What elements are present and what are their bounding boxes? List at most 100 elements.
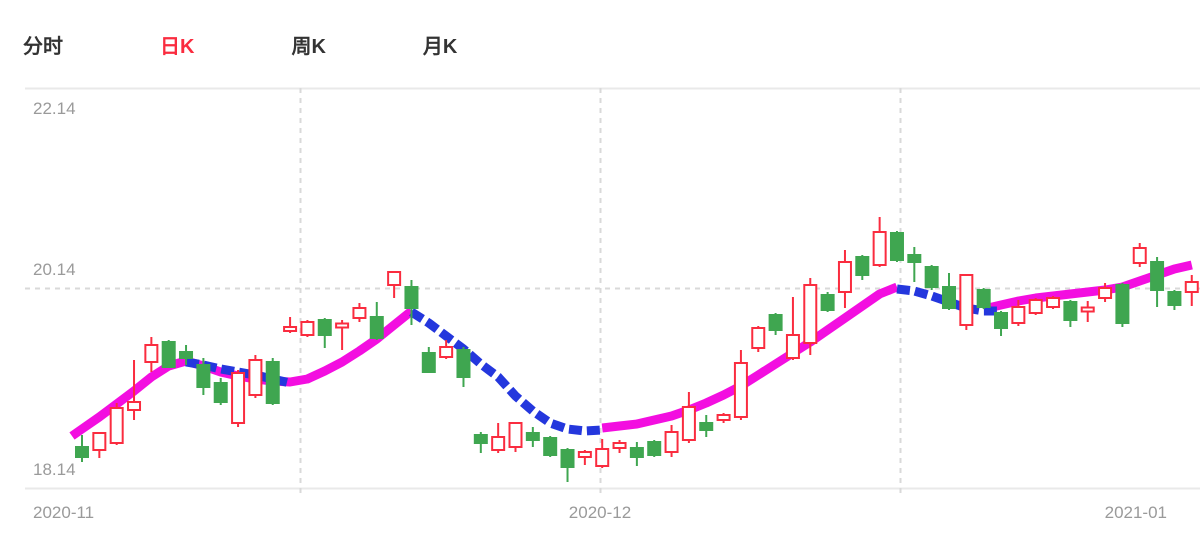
candle-up (109, 403, 124, 445)
candle-down (820, 292, 835, 312)
candle-up (1098, 283, 1113, 302)
candle-body (456, 349, 471, 378)
candle-up (959, 274, 974, 330)
candle-body (300, 321, 315, 336)
y-axis-labels: 22.14 20.14 18.14 (33, 99, 76, 479)
candle-up (508, 422, 523, 452)
candle-down (179, 345, 194, 365)
period-tabs: 分时 日K 周K 月K (23, 30, 457, 59)
candle-body (785, 334, 800, 359)
candle-down (369, 302, 384, 340)
y-axis-tick-label: 20.14 (33, 260, 76, 279)
candle-up (1046, 296, 1061, 309)
candle-down (976, 288, 991, 309)
y-axis-tick-label: 18.14 (33, 460, 76, 479)
candle-body (283, 326, 298, 332)
candle-down (404, 280, 419, 325)
tab-weekly-k[interactable]: 周K (291, 36, 326, 58)
candle-up (577, 450, 592, 465)
candle-down (647, 440, 662, 457)
candle-body (924, 266, 939, 288)
ma-slow-blue-segment (409, 308, 603, 436)
candle-body (595, 448, 610, 467)
candle-down (421, 347, 436, 373)
candle-body (196, 364, 211, 388)
candle-body (1115, 284, 1130, 324)
candle-body (144, 344, 159, 363)
candle-body (942, 286, 956, 309)
candle-down (994, 311, 1009, 336)
candle-down (629, 442, 644, 466)
candle-body (837, 261, 852, 293)
candle-up (733, 350, 748, 420)
candle-body (179, 351, 194, 359)
candle-body (75, 446, 89, 458)
candle-body (751, 327, 766, 349)
candle-up (335, 320, 350, 350)
candle-body (994, 312, 1009, 329)
x-axis-date-label: 2020-12 (569, 503, 631, 522)
candle-body (387, 271, 402, 286)
candle-up (803, 278, 818, 355)
candle-up (595, 439, 610, 468)
candle-up (300, 320, 315, 337)
candle-body (1046, 297, 1061, 308)
candle-up (612, 440, 627, 453)
candle-down (265, 358, 280, 405)
candle-down (560, 448, 575, 482)
candle-up (439, 340, 454, 359)
candle-body (629, 447, 644, 458)
candle-down (213, 378, 228, 405)
candle-body (473, 434, 488, 444)
candle-body (560, 449, 575, 468)
candle-body (491, 436, 506, 451)
candle-body (525, 432, 540, 441)
candle-up (872, 217, 887, 267)
candle-body (889, 232, 904, 261)
candle-body (664, 431, 679, 453)
candle-body (647, 441, 662, 456)
candle-body (248, 359, 263, 396)
candle-body (1167, 291, 1182, 306)
candles (75, 217, 1199, 482)
chart-grid (25, 87, 1200, 493)
candle-body (109, 407, 124, 444)
candle-down (317, 318, 332, 348)
candle-body (335, 322, 350, 329)
candle-body (1080, 306, 1095, 313)
candle-down (768, 313, 783, 335)
candle-up (231, 370, 246, 427)
candle-down (1150, 257, 1165, 307)
candle-body (768, 314, 783, 331)
tab-minute[interactable]: 分时 (23, 36, 63, 58)
candle-body (872, 231, 887, 266)
candle-down (924, 265, 939, 290)
candle-body (213, 382, 228, 403)
candle-body (231, 372, 246, 424)
candle-body (92, 432, 107, 451)
candle-body (820, 294, 835, 311)
candle-up (92, 432, 107, 458)
candle-body (699, 422, 714, 431)
candle-body (733, 362, 748, 418)
candle-up (1011, 300, 1026, 326)
candle-down (456, 347, 471, 387)
candle-body (907, 254, 922, 263)
candle-up (681, 392, 696, 443)
candle-up (716, 413, 731, 423)
candle-up (1132, 243, 1147, 267)
candle-down (699, 415, 714, 437)
tab-daily-k[interactable]: 日K (160, 36, 195, 58)
candle-body (612, 442, 627, 449)
candle-body (127, 401, 142, 411)
tab-monthly-k[interactable]: 月K (422, 36, 458, 58)
candle-body (716, 414, 731, 421)
candle-up (1184, 275, 1199, 306)
candle-up (387, 271, 402, 298)
candle-body (1132, 247, 1147, 264)
ma-slow-blue (185, 284, 1001, 436)
candle-body (265, 361, 280, 404)
candle-body (577, 451, 592, 458)
